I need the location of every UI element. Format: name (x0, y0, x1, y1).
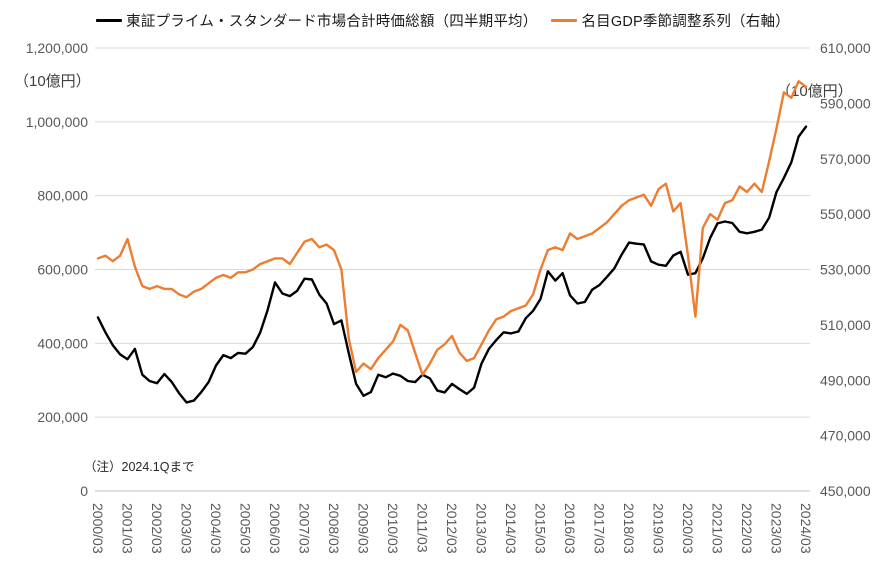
legend-label-gdp: 名目GDP季節調整系列（右軸） (581, 14, 790, 30)
x-axis-tick-label: 2003/03 (179, 503, 195, 554)
x-axis-tick-label: 2007/03 (297, 503, 313, 554)
x-axis-tick-label: 2010/03 (385, 503, 401, 554)
legend-item-market-cap: 東証プライム・スタンダード市場合計時価総額（四半期平均） (96, 10, 537, 31)
x-axis-tick-label: 2023/03 (769, 503, 785, 554)
chart-legend: 東証プライム・スタンダード市場合計時価総額（四半期平均） 名目GDP季節調整系列… (0, 10, 886, 31)
left-axis-tick-label: 800,000 (37, 188, 88, 204)
chart-note: （注）2024.1Qまで (84, 460, 195, 474)
right-axis-tick-label: 470,000 (820, 428, 871, 444)
market-cap-line (96, 125, 808, 404)
x-axis-tick-label: 2021/03 (710, 503, 726, 554)
x-axis-tick-label: 2005/03 (238, 503, 254, 554)
x-axis-tick-label: 2016/03 (562, 503, 578, 554)
x-axis-tick-label: 2000/03 (90, 503, 106, 554)
x-axis-tick-label: 2015/03 (533, 503, 549, 554)
market-cap-line-swatch (96, 19, 123, 22)
x-axis-tick-label: 2018/03 (621, 503, 637, 554)
x-axis-tick-label: 2020/03 (680, 503, 696, 554)
right-axis-tick-label: 510,000 (820, 317, 871, 333)
legend-label-market-cap: 東証プライム・スタンダード市場合計時価総額（四半期平均） (126, 14, 538, 30)
x-axis-tick-label: 2014/03 (503, 503, 519, 554)
right-axis-tick-label: 550,000 (820, 206, 871, 222)
x-axis-tick-label: 2006/03 (267, 503, 283, 554)
gdp-line (96, 79, 808, 376)
left-axis-tick-label: 1,000,000 (26, 114, 88, 130)
x-axis-tick-label: 2019/03 (651, 503, 667, 554)
x-axis-tick-label: 2024/03 (798, 503, 814, 554)
x-axis-tick-label: 2001/03 (120, 503, 136, 554)
x-axis-tick-label: 2008/03 (326, 503, 342, 554)
left-axis-tick-label: 1,200,000 (26, 40, 88, 56)
right-axis-tick-label: 610,000 (820, 40, 871, 56)
x-axis-tick-label: 2004/03 (208, 503, 224, 554)
right-axis-tick-label: 530,000 (820, 262, 871, 278)
x-axis-tick-label: 2017/03 (592, 503, 608, 554)
left-axis-tick-label: 600,000 (37, 262, 88, 278)
x-axis-tick-label: 2011/03 (415, 503, 431, 553)
x-axis-tick-label: 2022/03 (739, 503, 755, 554)
x-axis-tick-label: 2013/03 (474, 503, 490, 554)
left-axis-tick-label: 0 (80, 483, 88, 499)
x-axis-tick-label: 2002/03 (149, 503, 165, 554)
left-axis-tick-label: 200,000 (37, 409, 88, 425)
x-axis-tick-label: 2012/03 (444, 503, 460, 554)
left-axis-tick-label: 400,000 (37, 335, 88, 351)
right-axis-tick-label: 450,000 (820, 483, 871, 499)
legend-item-gdp: 名目GDP季節調整系列（右軸） (551, 10, 790, 31)
x-axis-tick-label: 2009/03 (356, 503, 372, 554)
left-axis-unit-label: （10億円） (14, 73, 91, 90)
gdp-line-swatch (551, 19, 578, 22)
right-axis-tick-label: 490,000 (820, 372, 871, 388)
right-axis-tick-label: 590,000 (820, 95, 871, 111)
right-axis-tick-label: 570,000 (820, 151, 871, 167)
